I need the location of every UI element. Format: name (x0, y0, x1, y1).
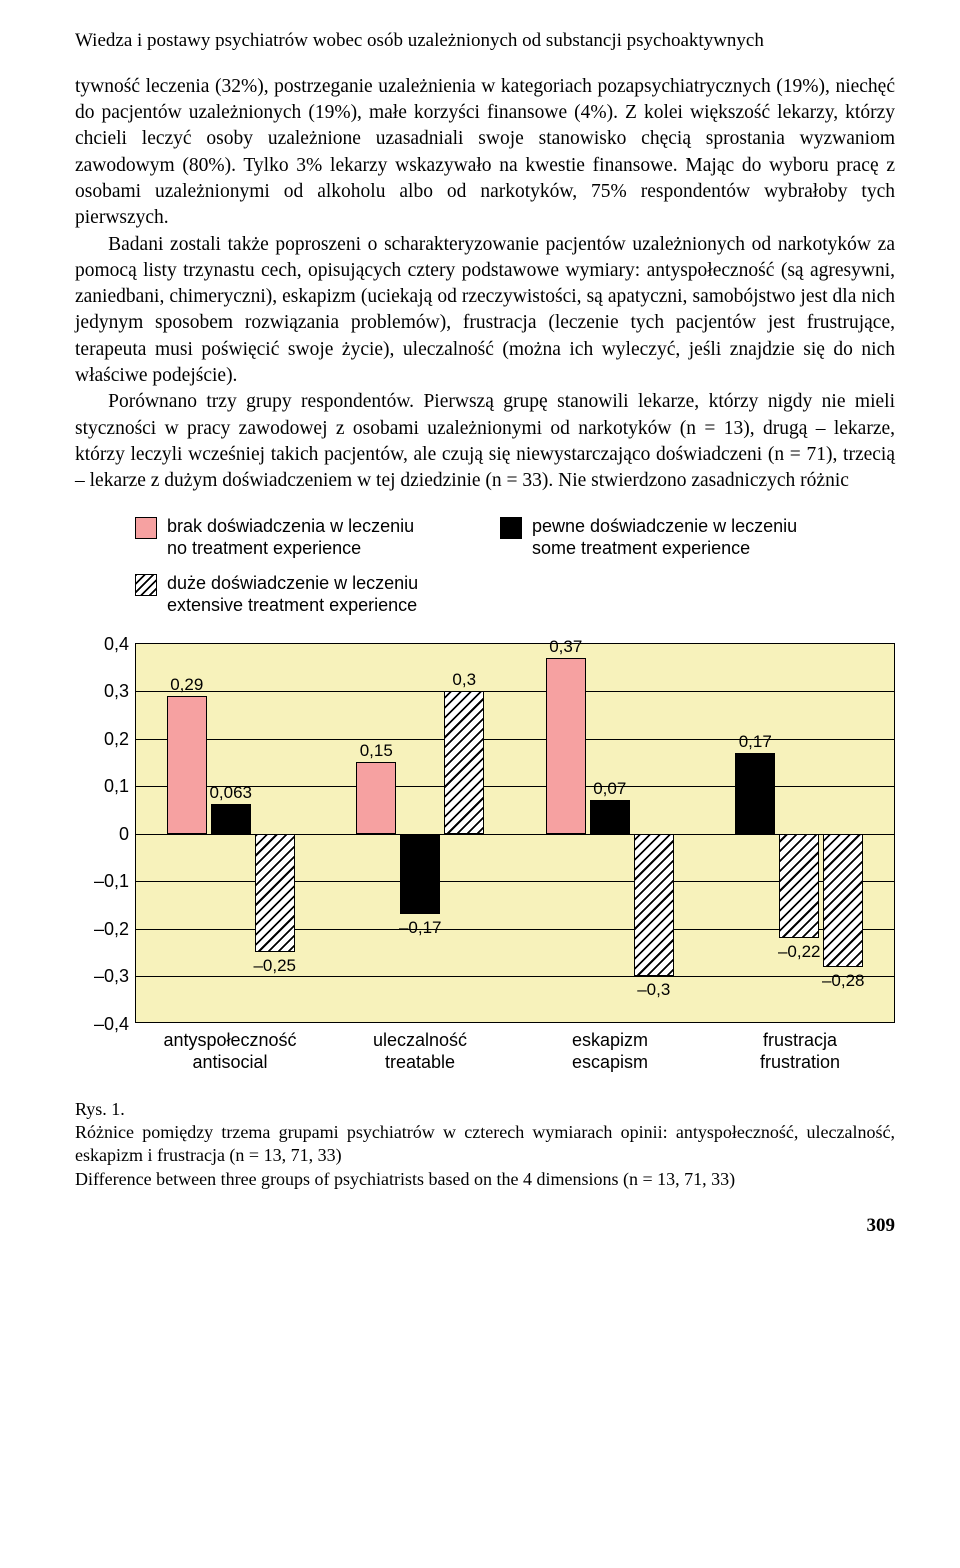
legend-pink-en: no treatment experience (167, 537, 414, 560)
legend-black: pewne doświadczenie w leczeniu some trea… (500, 515, 865, 560)
y-tick-label: –0,2 (81, 916, 129, 940)
article-body: tywność leczenia (32%), postrzeganie uza… (75, 74, 895, 495)
legend-hatch-en: extensive treatment experience (167, 594, 418, 617)
y-tick-label: 0,1 (81, 774, 129, 798)
y-tick-label: –0,4 (81, 1011, 129, 1035)
bar-black (735, 753, 775, 834)
legend-black-en: some treatment experience (532, 537, 797, 560)
bar-value-label: –0,28 (813, 970, 873, 993)
bar-value-label: –0,3 (624, 979, 684, 1002)
legend-hatch-pl: duże doświadczenie w leczeniu (167, 572, 418, 595)
bar-value-label: 0,07 (580, 778, 640, 801)
figure-caption-pl: Różnice pomiędzy trzema grupami psychiat… (75, 1121, 895, 1168)
figure-label: Rys. 1. (75, 1098, 895, 1121)
page-number: 309 (75, 1213, 895, 1239)
bar-value-label: 0,29 (157, 674, 217, 697)
bar-value-label: 0,17 (725, 731, 785, 754)
paragraph-3: Porównano trzy grupy respondentów. Pierw… (75, 389, 895, 494)
y-tick-label: –0,3 (81, 964, 129, 988)
figure-caption: Rys. 1. Różnice pomiędzy trzema grupami … (75, 1098, 895, 1192)
bar-hatch2 (823, 834, 863, 967)
y-tick-label: 0,3 (81, 679, 129, 703)
bar-value-label: 0,3 (434, 669, 494, 692)
legend-black-pl: pewne doświadczenie w leczeniu (532, 515, 797, 538)
bar-black (211, 804, 251, 834)
category-label: eskapizmescapism (515, 1029, 705, 1074)
bar-black (400, 834, 440, 915)
legend-pink: brak doświadczenia w leczeniu no treatme… (135, 515, 500, 560)
bar-pink (167, 696, 207, 834)
bar-value-label: 0,063 (201, 782, 261, 805)
y-tick-label: 0,4 (81, 631, 129, 655)
category-label: antyspołecznośćantisocial (135, 1029, 325, 1074)
swatch-black-icon (500, 517, 522, 539)
bar-hatch (255, 834, 295, 953)
bar-pink (356, 762, 396, 833)
gridline (136, 834, 894, 835)
y-tick-label: 0,2 (81, 726, 129, 750)
bar-hatch (779, 834, 819, 939)
bar-value-label: –0,17 (390, 917, 450, 940)
running-header: Wiedza i postawy psychiatrów wobec osób … (75, 28, 895, 54)
gridline (136, 691, 894, 692)
bar-pink (546, 658, 586, 834)
bar-hatch (444, 691, 484, 834)
bar-value-label: 0,37 (536, 636, 596, 659)
paragraph-2: Badani zostali także poproszeni o schara… (75, 232, 895, 390)
swatch-pink-icon (135, 517, 157, 539)
category-label: frustracjafrustration (705, 1029, 895, 1074)
bar-value-label: 0,15 (346, 740, 406, 763)
swatch-hatch-icon (135, 574, 157, 596)
paragraph-1: tywność leczenia (32%), postrzeganie uza… (75, 74, 895, 232)
bar-chart: 0,40,30,20,10–0,1–0,2–0,3–0,40,290,063–0… (75, 643, 895, 1074)
bar-value-label: –0,25 (245, 955, 305, 978)
figure-caption-en: Difference between three groups of psych… (75, 1168, 895, 1191)
bar-value-label: –0,22 (769, 941, 829, 964)
legend-pink-pl: brak doświadczenia w leczeniu (167, 515, 414, 538)
bar-black (590, 800, 630, 833)
y-tick-label: –0,1 (81, 869, 129, 893)
category-label: uleczalnośćtreatable (325, 1029, 515, 1074)
bar-hatch (634, 834, 674, 977)
legend-hatch: duże doświadczenie w leczeniu extensive … (135, 572, 865, 617)
y-tick-label: 0 (81, 821, 129, 845)
chart-legend: brak doświadczenia w leczeniu no treatme… (135, 515, 865, 617)
